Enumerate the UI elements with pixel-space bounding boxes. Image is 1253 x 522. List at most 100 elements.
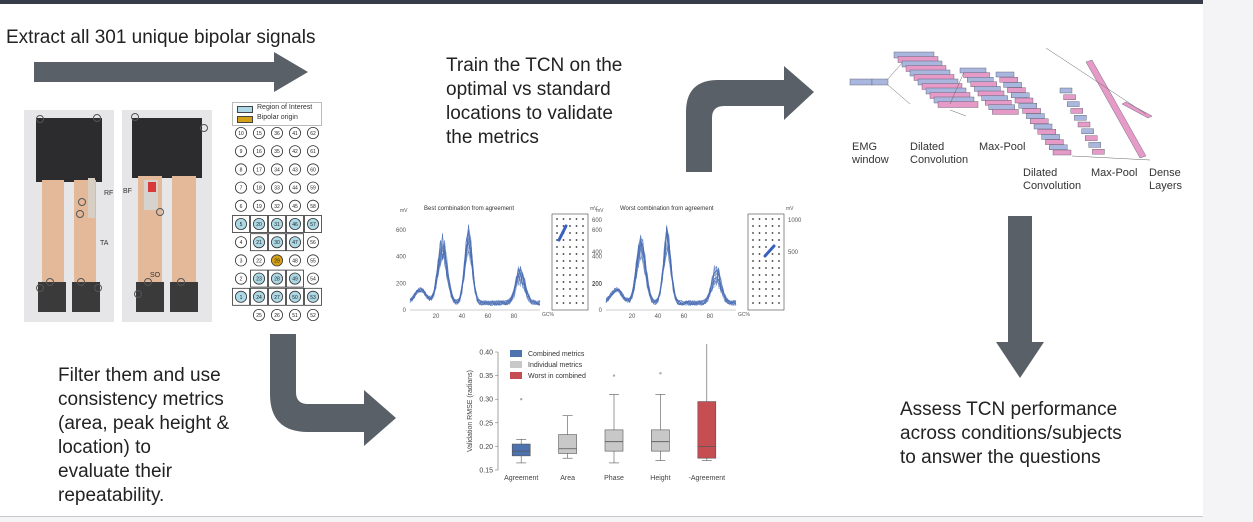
electrode-dot [562, 253, 565, 255]
electrode-dot [778, 288, 780, 290]
electrode-32 [271, 199, 284, 212]
emg-x-tick: 80 [511, 314, 518, 320]
tcn-conv-block [937, 101, 979, 108]
colorbar-tick: 1000 [788, 218, 802, 224]
electrode-dot [752, 274, 754, 276]
electrode-dot [758, 239, 761, 241]
electrode-25 [252, 308, 265, 321]
assess-line-2: across conditions/subjects [900, 423, 1122, 444]
electrode-52 [307, 308, 320, 321]
electrode-dot [575, 288, 578, 290]
assess-line-3: to answer the questions [900, 447, 1101, 468]
roi-box [268, 233, 286, 252]
emg-x-tick: 20 [433, 314, 440, 320]
electrode-dot [556, 253, 558, 255]
electrode-dot [758, 281, 761, 283]
muscle-label-so: SO [150, 272, 161, 279]
tcn-conv2-block [1045, 139, 1064, 145]
electrode-label: 48 [292, 258, 298, 264]
electrode-3 [235, 254, 247, 267]
tcn-conv2-block [1048, 144, 1068, 151]
electrode-29 [271, 254, 284, 267]
tcn-pool2-block [1081, 128, 1094, 135]
electrode-dot [758, 274, 761, 276]
electrode-60 [307, 163, 320, 176]
box-y-tick: 0.40 [479, 350, 493, 357]
box-Agreement [511, 443, 531, 457]
colorbar-tick: 400 [592, 250, 603, 256]
electrode-dot [758, 218, 761, 220]
electrode-16 [252, 145, 265, 158]
electrode-dot [575, 246, 578, 248]
emg-x-tick: 80 [707, 314, 714, 320]
box-y-tick: 0.20 [479, 444, 493, 451]
emg-y-tick: 200 [396, 281, 407, 287]
box-outlier [659, 372, 662, 375]
electrode-dot [556, 225, 558, 227]
electrode-label: 17 [256, 167, 262, 173]
train-line-4: the metrics [446, 127, 539, 148]
electrode-label: 4 [240, 240, 243, 246]
electrode-dot [575, 253, 578, 255]
electrode-dot [752, 302, 754, 304]
electrode-21 [252, 236, 265, 249]
tcn-conv2-block [1010, 92, 1030, 98]
train-line-3: locations to validate [446, 103, 613, 124]
electrode-26 [271, 308, 284, 321]
electrode-dot [575, 281, 578, 283]
electrode-label: 18 [256, 186, 262, 192]
electrode-dot [765, 225, 767, 227]
electrode-dot [556, 218, 558, 220]
emg-x-unit: GC% [738, 312, 751, 318]
back-legs-image [122, 110, 212, 322]
electrode-30 [271, 236, 284, 249]
box-Phase [604, 429, 624, 452]
caption-emg-line1: EMG [852, 141, 878, 153]
electrode-dot [556, 295, 558, 297]
electrode-dot [778, 239, 780, 241]
electrode-dot [771, 260, 774, 262]
electrode-dot [562, 218, 565, 220]
filter-line-1: Filter them and use [58, 365, 221, 386]
bottom-divider [0, 516, 1203, 517]
electrode-label: 19 [256, 204, 262, 210]
electrode-dot [562, 295, 565, 297]
tcn-conv2-block [1041, 134, 1060, 140]
step-assess-text: Assess TCN performance across conditions… [900, 398, 1122, 470]
electrode-50 [289, 290, 302, 303]
caption-dilated-conv-1: Dilated Convolution [910, 141, 968, 167]
electrode-dot [758, 288, 761, 290]
filter-line-5: evaluate their [58, 461, 173, 482]
electrode-dot [569, 295, 571, 297]
tcn-pool2-block [1092, 148, 1105, 155]
electrode-dot [569, 253, 571, 255]
electrode-dot [778, 218, 780, 220]
colorbar-unit: mV [786, 206, 794, 212]
electrode-dot [575, 218, 578, 220]
emg-y-tick: 600 [396, 228, 407, 234]
electrode-46 [289, 218, 302, 231]
electrode-dot [752, 260, 754, 262]
tcn-connector [949, 109, 967, 117]
electrode-dot [758, 302, 761, 304]
legend-label: Combined metrics [528, 351, 585, 358]
electrode-dot [556, 302, 558, 304]
electrode-45 [289, 199, 302, 212]
tcn-conv2-block [1003, 82, 1022, 88]
tcn-conv2-block [1033, 123, 1053, 130]
electrode-dot [778, 225, 780, 227]
tcn-conv2-block [999, 77, 1019, 83]
electrode-dot [575, 260, 578, 262]
electrode-62 [307, 127, 320, 139]
box--Agreement [697, 401, 717, 459]
electrode-47 [289, 236, 302, 249]
electrode-dot [569, 218, 571, 220]
roi-box [304, 215, 322, 233]
electrode-label: 27 [274, 295, 280, 301]
electrode-dot [582, 281, 584, 283]
train-line-1: Train the TCN on the [446, 55, 623, 76]
caption-dc1-line1: Dilated [910, 141, 945, 153]
emg-trace [409, 235, 541, 306]
electrode-dot [569, 281, 571, 283]
electrode-dot [752, 281, 754, 283]
